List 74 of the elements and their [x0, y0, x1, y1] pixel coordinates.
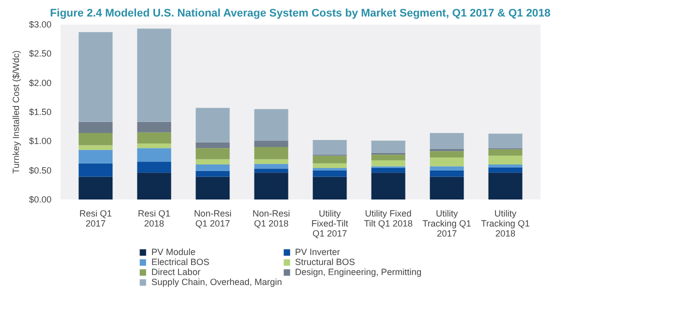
bar	[137, 122, 172, 132]
bar	[137, 28, 172, 122]
bar	[196, 142, 230, 148]
legend-label: PV Inverter	[295, 247, 340, 257]
legend-label: PV Module	[151, 247, 196, 257]
bar	[312, 140, 347, 155]
bar	[137, 148, 172, 162]
y-tick-label: $1.50	[28, 107, 52, 117]
y-tick-label: $2.50	[28, 48, 52, 59]
bar	[430, 158, 464, 166]
bar	[312, 176, 347, 200]
bar	[254, 109, 288, 141]
legend-label: Design, Engineering, Permitting	[295, 267, 422, 277]
bar	[78, 176, 113, 200]
x-tick-label: Utility Tracking Q1 2018	[481, 208, 530, 238]
bar	[254, 172, 288, 200]
bar	[137, 162, 172, 173]
bar	[430, 176, 464, 200]
bar	[78, 32, 113, 122]
bar	[137, 132, 172, 144]
bar	[196, 176, 230, 200]
bar	[254, 140, 288, 147]
legend-label: Electrical BOS	[151, 257, 210, 267]
bar	[196, 148, 230, 160]
bar	[488, 149, 522, 156]
x-tick-label: Utility Fixed Tilt Q1 2018	[364, 208, 413, 228]
bar	[488, 172, 522, 200]
bar	[430, 133, 464, 149]
chart-title: Figure 2.4 Modeled U.S. National Average System Costs by Market Segment, Q1 2017 & Q1 2018	[50, 8, 551, 20]
x-tick-label: Non-Resi Q1 2017	[194, 208, 232, 228]
y-tick-label: $2.00	[28, 78, 52, 88]
bar	[78, 133, 113, 146]
bar	[312, 170, 347, 177]
bar	[196, 170, 230, 177]
bar	[312, 163, 347, 168]
y-tick-label: $0.50	[28, 165, 52, 176]
bar	[312, 156, 347, 164]
bar	[430, 170, 464, 177]
bar	[371, 140, 406, 153]
y-tick-label: $0.00	[28, 194, 52, 204]
x-tick-label: Non-Resi Q1 2018	[252, 208, 290, 228]
bar	[488, 156, 522, 164]
bar	[78, 122, 113, 133]
legend-label: Structural BOS	[295, 257, 356, 267]
bar	[78, 150, 113, 164]
bar	[196, 108, 230, 142]
bar	[430, 151, 464, 158]
y-tick-label: $1.00	[28, 136, 52, 146]
y-axis-title: Turnkey Installed Cost ($/Wdc)	[10, 50, 21, 174]
bar	[78, 163, 113, 177]
bar	[254, 147, 288, 160]
bar	[137, 144, 172, 148]
x-tick-label: Resi Q1 2018	[138, 208, 170, 228]
bar	[371, 172, 406, 200]
x-tick-label: Resi Q1 2017	[79, 208, 112, 228]
bar	[78, 145, 113, 150]
bar	[488, 167, 522, 173]
x-tick-label: Utility Tracking Q1 2017	[422, 208, 472, 238]
bar	[196, 164, 230, 171]
legend-label: Supply Chain, Overhead, Margin	[151, 277, 282, 287]
bar	[371, 160, 406, 166]
bar	[371, 154, 406, 160]
bar	[254, 159, 288, 164]
x-tick-label: Utility Fixed-Tilt Q1 2017	[311, 208, 349, 238]
y-tick-label: $3.00	[28, 20, 52, 30]
bar	[196, 159, 230, 164]
bar	[254, 168, 288, 173]
bar	[488, 134, 522, 148]
bar	[371, 168, 406, 173]
bar	[254, 164, 288, 169]
legend-label: Direct Labor	[151, 267, 200, 277]
bar	[137, 172, 172, 200]
bar	[430, 166, 464, 170]
bar	[488, 164, 522, 168]
